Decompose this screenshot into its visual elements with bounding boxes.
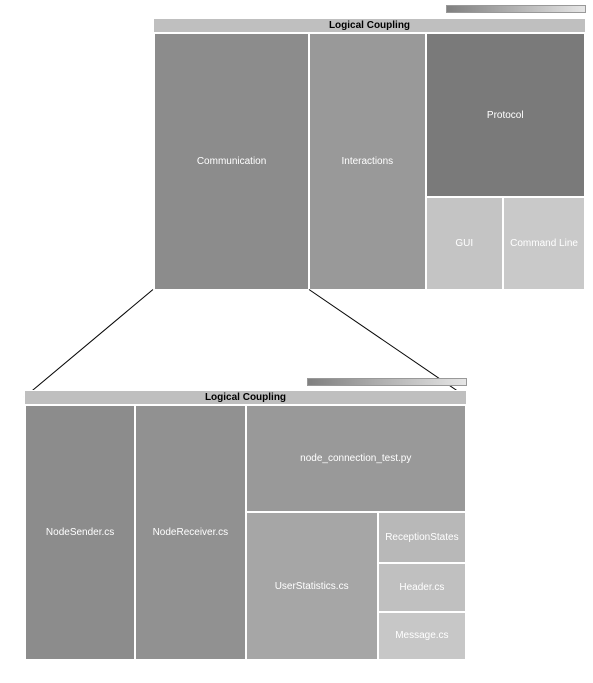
drilldown-line-left <box>24 289 154 398</box>
treemap-top-cell-gui[interactable]: GUI <box>426 197 504 290</box>
treemap-bottom-cell-header-cs[interactable]: Header.cs <box>378 563 466 611</box>
legend-gradient-bottom <box>307 378 467 386</box>
treemap-bottom-cell-nodereceiver-cs[interactable]: NodeReceiver.cs <box>135 405 245 660</box>
treemap-top: Logical Coupling CommunicationInteractio… <box>153 18 586 289</box>
treemap-bottom-title: Logical Coupling <box>25 391 466 405</box>
legend-gradient-top <box>446 5 586 13</box>
treemap-bottom-body: NodeSender.csNodeReceiver.csnode_connect… <box>25 405 466 660</box>
treemap-bottom-cell-receptionstates[interactable]: ReceptionStates <box>378 512 466 563</box>
treemap-bottom: Logical Coupling NodeSender.csNodeReceiv… <box>24 390 467 659</box>
treemap-top-body: CommunicationInteractionsProtocolGUIComm… <box>154 33 585 290</box>
treemap-bottom-cell-message-cs[interactable]: Message.cs <box>378 612 466 660</box>
treemap-bottom-cell-node-connection-test-py[interactable]: node_connection_test.py <box>246 405 467 512</box>
treemap-bottom-cell-userstatistics-cs[interactable]: UserStatistics.cs <box>246 512 378 660</box>
treemap-top-title: Logical Coupling <box>154 19 585 33</box>
treemap-top-cell-communication[interactable]: Communication <box>154 33 309 290</box>
treemap-top-cell-interactions[interactable]: Interactions <box>309 33 425 290</box>
treemap-bottom-cell-nodesender-cs[interactable]: NodeSender.cs <box>25 405 135 660</box>
treemap-top-cell-command-line[interactable]: Command Line <box>503 197 585 290</box>
treemap-top-cell-protocol[interactable]: Protocol <box>426 33 585 197</box>
